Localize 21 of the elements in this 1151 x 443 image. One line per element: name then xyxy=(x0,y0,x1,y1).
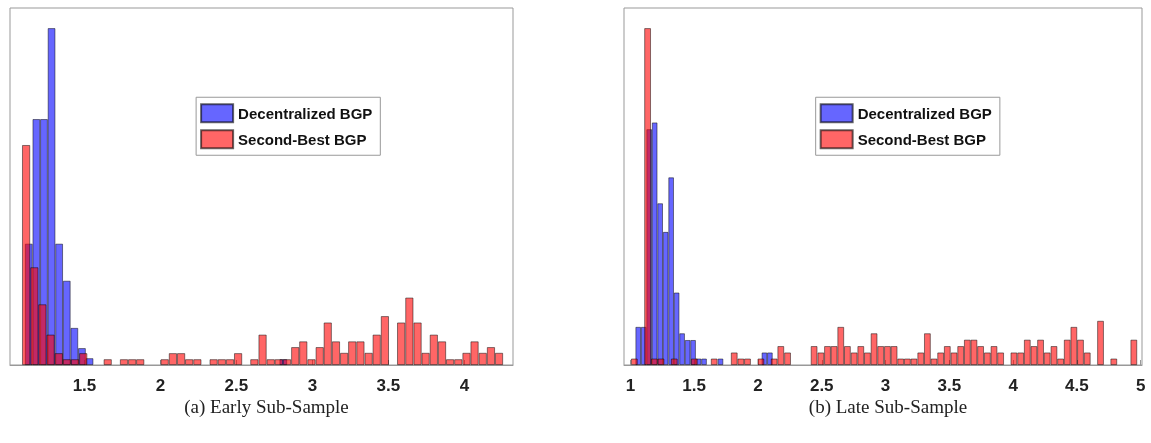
x-tick-label: 1.5 xyxy=(682,376,706,395)
x-tick-label: 2.5 xyxy=(809,376,834,395)
x-tick-label: 3 xyxy=(307,376,318,395)
x-tick-label: 2 xyxy=(753,376,763,395)
x-tick-label: 3 xyxy=(880,376,891,395)
text: (a) Early Sub-Sample xyxy=(184,396,349,418)
legend-label: Decentralized BGP xyxy=(238,104,373,122)
text: (b) Late Sub-Sample xyxy=(808,396,968,418)
x-tick-label: 2 xyxy=(155,376,166,395)
x-tick-label: 5 xyxy=(1135,376,1146,395)
x-tick-label: 4.5 xyxy=(1065,376,1089,395)
legend-label: Second-Best BGP xyxy=(857,130,987,148)
x-tick-label: 4 xyxy=(459,376,470,395)
legend-label: Second-Best BGP xyxy=(238,130,367,148)
x-tick-label: 3.5 xyxy=(937,376,962,395)
x-tick-label: 2.5 xyxy=(224,376,249,395)
legend-label: Decentralized BGP xyxy=(857,104,992,122)
x-tick-label: 4 xyxy=(1008,376,1019,395)
x-tick-label: 3.5 xyxy=(376,376,401,395)
x-tick-label: 1 xyxy=(625,376,636,395)
x-tick-label: 1.5 xyxy=(72,376,97,395)
